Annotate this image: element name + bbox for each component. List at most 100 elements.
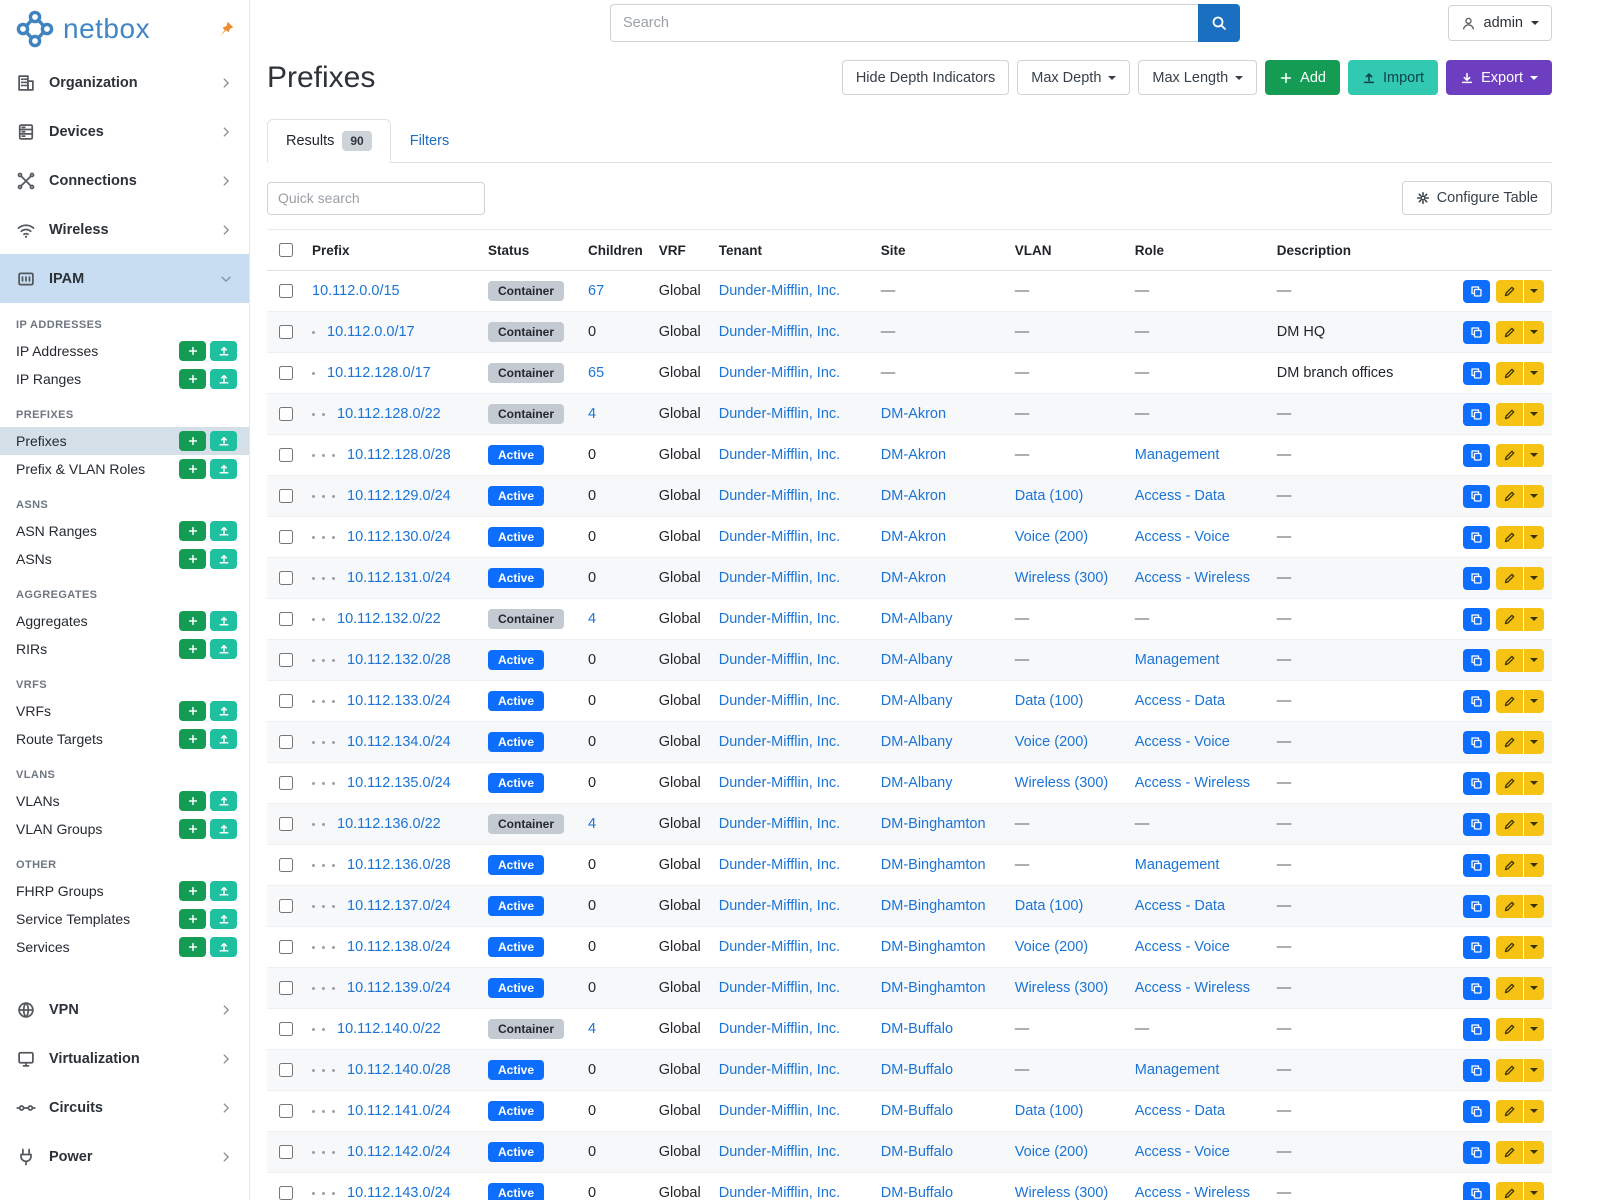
edit-button[interactable] [1496, 402, 1523, 426]
sidebar-item-connections[interactable]: Connections [0, 156, 249, 205]
prefix-link[interactable]: 10.112.132.0/28 [347, 652, 451, 668]
max-depth-dropdown[interactable]: Max Depth [1017, 60, 1131, 95]
tenant-link[interactable]: Dunder-Mifflin, Inc. [718, 324, 841, 340]
edit-button[interactable] [1496, 935, 1523, 959]
edit-dropdown-button[interactable] [1524, 730, 1544, 754]
tenant-link[interactable]: Dunder-Mifflin, Inc. [718, 488, 841, 504]
row-checkbox[interactable] [279, 857, 293, 872]
row-checkbox[interactable] [279, 898, 293, 913]
tenant-link[interactable]: Dunder-Mifflin, Inc. [718, 365, 841, 381]
quick-import-button[interactable] [210, 909, 237, 929]
export-dropdown[interactable]: Export [1446, 60, 1552, 95]
tenant-link[interactable]: Dunder-Mifflin, Inc. [718, 1021, 841, 1037]
quick-import-button[interactable] [210, 729, 237, 749]
vlan-link[interactable]: Voice (200) [1014, 529, 1089, 545]
quick-add-button[interactable] [179, 729, 206, 749]
sidebar-item-vpn[interactable]: VPN [0, 985, 249, 1034]
site-link[interactable]: DM-Akron [880, 406, 947, 422]
sidebar-item-rirs[interactable]: RIRs [0, 635, 249, 663]
quick-add-button[interactable] [179, 881, 206, 901]
row-checkbox[interactable] [279, 324, 293, 339]
row-checkbox[interactable] [279, 1144, 293, 1159]
column-header-site[interactable]: Site [872, 229, 1007, 271]
prefix-link[interactable]: 10.112.139.0/24 [347, 980, 451, 996]
prefix-link[interactable]: 10.112.132.0/22 [337, 611, 441, 627]
vlan-link[interactable]: Wireless (300) [1014, 1185, 1109, 1200]
prefix-link[interactable]: 10.112.130.0/24 [347, 529, 451, 545]
quick-add-button[interactable] [179, 909, 206, 929]
copy-button[interactable] [1463, 812, 1490, 836]
search-input[interactable] [610, 4, 1198, 42]
sidebar-item-ip-addresses[interactable]: IP Addresses [0, 337, 249, 365]
edit-button[interactable] [1496, 689, 1523, 713]
sidebar-item-devices[interactable]: Devices [0, 107, 249, 156]
prefix-link[interactable]: 10.112.0.0/15 [312, 283, 400, 299]
edit-button[interactable] [1496, 607, 1523, 631]
tenant-link[interactable]: Dunder-Mifflin, Inc. [718, 611, 841, 627]
edit-button[interactable] [1496, 812, 1523, 836]
sidebar-item-circuits[interactable]: Circuits [0, 1083, 249, 1132]
edit-dropdown-button[interactable] [1524, 1099, 1544, 1123]
tenant-link[interactable]: Dunder-Mifflin, Inc. [718, 529, 841, 545]
tenant-link[interactable]: Dunder-Mifflin, Inc. [718, 283, 841, 299]
edit-button[interactable] [1496, 648, 1523, 672]
prefix-link[interactable]: 10.112.137.0/24 [347, 898, 451, 914]
children-link[interactable]: 67 [588, 283, 605, 299]
prefix-link[interactable]: 10.112.141.0/24 [347, 1103, 451, 1119]
prefix-link[interactable]: 10.112.140.0/28 [347, 1062, 451, 1078]
site-link[interactable]: DM-Buffalo [880, 1062, 954, 1078]
tenant-link[interactable]: Dunder-Mifflin, Inc. [718, 1062, 841, 1078]
sidebar-item-organization[interactable]: Organization [0, 58, 249, 107]
site-link[interactable]: DM-Albany [880, 652, 953, 668]
site-link[interactable]: DM-Binghamton [880, 939, 986, 955]
edit-dropdown-button[interactable] [1524, 771, 1544, 795]
role-link[interactable]: Access - Voice [1134, 1144, 1230, 1160]
quick-search-input[interactable] [267, 181, 485, 215]
quick-add-button[interactable] [179, 701, 206, 721]
import-button[interactable]: Import [1347, 60, 1439, 95]
quick-import-button[interactable] [210, 791, 237, 811]
children-link[interactable]: 65 [588, 365, 605, 381]
site-link[interactable]: DM-Binghamton [880, 980, 986, 996]
quick-import-button[interactable] [210, 819, 237, 839]
site-link[interactable]: DM-Albany [880, 734, 953, 750]
vlan-link[interactable]: Wireless (300) [1014, 775, 1109, 791]
role-link[interactable]: Access - Data [1134, 898, 1226, 914]
quick-import-button[interactable] [210, 611, 237, 631]
row-checkbox[interactable] [279, 529, 293, 544]
role-link[interactable]: Access - Data [1134, 1103, 1226, 1119]
row-checkbox[interactable] [279, 652, 293, 667]
copy-button[interactable] [1463, 320, 1490, 344]
role-link[interactable]: Access - Wireless [1134, 570, 1250, 586]
site-link[interactable]: DM-Albany [880, 611, 953, 627]
children-link[interactable]: 4 [588, 611, 597, 627]
vlan-link[interactable]: Data (100) [1014, 1103, 1084, 1119]
column-header-vlan[interactable]: VLAN [1006, 229, 1127, 271]
tenant-link[interactable]: Dunder-Mifflin, Inc. [718, 447, 841, 463]
row-checkbox[interactable] [279, 365, 293, 380]
copy-button[interactable] [1463, 976, 1490, 1000]
tenant-link[interactable]: Dunder-Mifflin, Inc. [718, 857, 841, 873]
site-link[interactable]: DM-Albany [880, 775, 953, 791]
tenant-link[interactable]: Dunder-Mifflin, Inc. [718, 406, 841, 422]
quick-add-button[interactable] [179, 341, 206, 361]
edit-dropdown-button[interactable] [1524, 812, 1544, 836]
tab-results[interactable]: Results 90 [267, 119, 391, 163]
prefix-link[interactable]: 10.112.136.0/28 [347, 857, 451, 873]
sidebar-item-wireless[interactable]: Wireless [0, 205, 249, 254]
copy-button[interactable] [1463, 730, 1490, 754]
copy-button[interactable] [1463, 1058, 1490, 1082]
sidebar-item-services[interactable]: Services [0, 933, 249, 961]
vlan-link[interactable]: Voice (200) [1014, 939, 1089, 955]
tenant-link[interactable]: Dunder-Mifflin, Inc. [718, 1185, 841, 1200]
row-checkbox[interactable] [279, 406, 293, 421]
tenant-link[interactable]: Dunder-Mifflin, Inc. [718, 898, 841, 914]
quick-import-button[interactable] [210, 881, 237, 901]
edit-dropdown-button[interactable] [1524, 607, 1544, 631]
role-link[interactable]: Access - Voice [1134, 734, 1230, 750]
quick-add-button[interactable] [179, 521, 206, 541]
copy-button[interactable] [1463, 279, 1490, 303]
vlan-link[interactable]: Data (100) [1014, 488, 1084, 504]
tab-filters[interactable]: Filters [409, 133, 450, 149]
children-link[interactable]: 4 [588, 816, 597, 832]
